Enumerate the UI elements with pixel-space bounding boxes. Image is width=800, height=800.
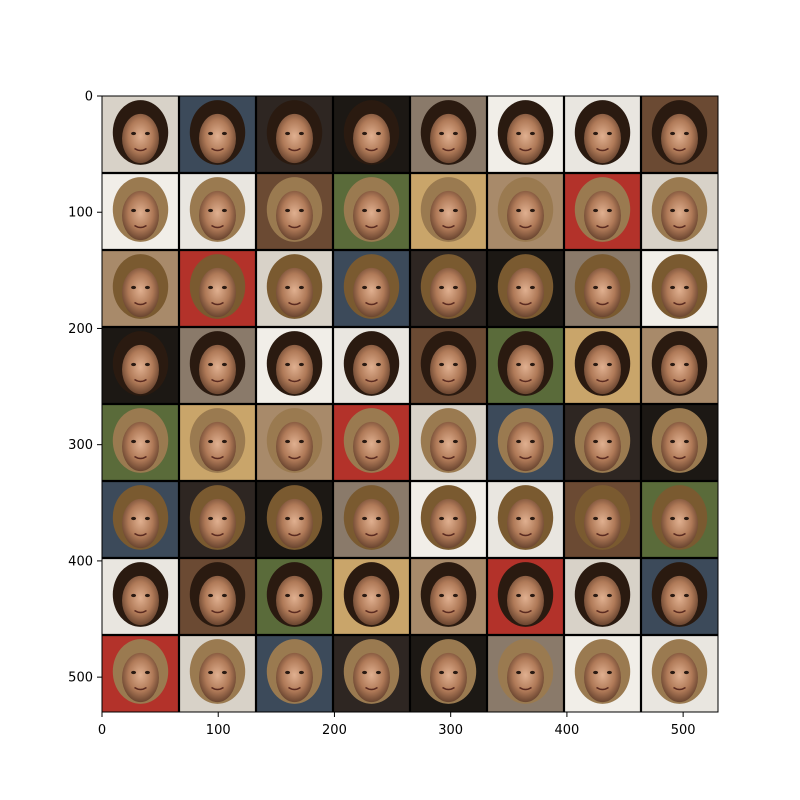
face-tile xyxy=(410,173,487,250)
face-tile xyxy=(179,404,256,481)
face-tile xyxy=(487,558,564,635)
face-tile xyxy=(641,481,718,558)
y-tick-label: 200 xyxy=(68,322,93,337)
face-tile xyxy=(256,481,333,558)
face-tile xyxy=(641,327,718,404)
face-tile xyxy=(487,635,564,712)
face-tile xyxy=(256,96,333,173)
face-tile xyxy=(641,404,718,481)
face-tile xyxy=(102,558,179,635)
face-tile xyxy=(179,558,256,635)
face-tile xyxy=(410,481,487,558)
face-tile xyxy=(256,327,333,404)
face-tile xyxy=(179,96,256,173)
face-tile xyxy=(102,481,179,558)
face-tile xyxy=(333,404,410,481)
x-axis: 0 100 200 300 400 500 xyxy=(98,712,696,738)
face-tile xyxy=(564,558,641,635)
face-tile xyxy=(256,250,333,327)
face-tile xyxy=(410,327,487,404)
face-tile xyxy=(487,327,564,404)
axes-frame xyxy=(101,95,719,713)
face-tile xyxy=(102,635,179,712)
y-axis: 0 100 200 300 400 500 xyxy=(68,90,102,686)
face-tile xyxy=(487,173,564,250)
face-tile xyxy=(179,173,256,250)
y-tick-label: 0 xyxy=(85,90,93,105)
x-tick-label: 200 xyxy=(322,723,347,738)
y-tick-label: 300 xyxy=(68,438,93,453)
face-tile xyxy=(641,173,718,250)
face-tile xyxy=(102,173,179,250)
face-tile xyxy=(256,404,333,481)
face-tile xyxy=(641,250,718,327)
face-tile xyxy=(641,558,718,635)
y-tick-label: 500 xyxy=(68,671,93,686)
face-tile xyxy=(179,250,256,327)
face-tile xyxy=(564,250,641,327)
face-tile xyxy=(333,635,410,712)
x-tick-label: 100 xyxy=(206,723,231,738)
x-tick-label: 400 xyxy=(554,723,579,738)
face-tile xyxy=(102,250,179,327)
face-tile xyxy=(410,250,487,327)
face-tile xyxy=(333,327,410,404)
face-tile xyxy=(179,635,256,712)
image-tiles xyxy=(102,96,718,712)
face-tile xyxy=(333,481,410,558)
face-tile xyxy=(410,96,487,173)
face-tile xyxy=(102,327,179,404)
face-tile xyxy=(333,173,410,250)
face-tile xyxy=(410,404,487,481)
face-tile xyxy=(641,96,718,173)
face-tile xyxy=(102,404,179,481)
face-tile xyxy=(179,481,256,558)
x-tick-label: 300 xyxy=(438,723,463,738)
face-tile xyxy=(564,173,641,250)
face-tile xyxy=(410,635,487,712)
face-tile xyxy=(564,635,641,712)
face-tile xyxy=(102,96,179,173)
face-tile xyxy=(564,404,641,481)
face-tile xyxy=(256,173,333,250)
x-tick-label: 0 xyxy=(98,723,106,738)
face-tile xyxy=(333,558,410,635)
face-tile xyxy=(487,250,564,327)
tile-separators xyxy=(102,96,718,712)
face-tile xyxy=(179,327,256,404)
face-tile xyxy=(333,96,410,173)
x-tick-label: 500 xyxy=(671,723,696,738)
face-tile xyxy=(564,327,641,404)
face-tile xyxy=(564,481,641,558)
face-tile xyxy=(256,635,333,712)
face-tile xyxy=(564,96,641,173)
face-tile xyxy=(333,250,410,327)
face-tile xyxy=(410,558,487,635)
face-tile xyxy=(487,96,564,173)
face-tile xyxy=(256,558,333,635)
face-tile xyxy=(487,404,564,481)
face-tile xyxy=(641,635,718,712)
face-tile xyxy=(487,481,564,558)
y-tick-label: 100 xyxy=(68,206,93,221)
y-tick-label: 400 xyxy=(68,554,93,569)
